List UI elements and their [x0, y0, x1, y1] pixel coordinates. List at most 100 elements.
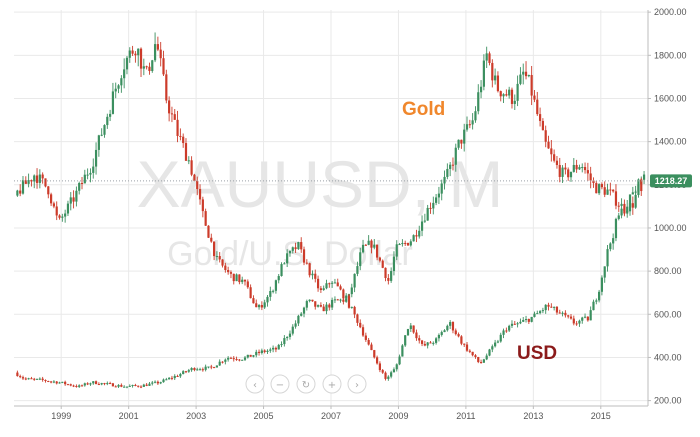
candle-body-usd: [578, 320, 581, 324]
candle-body-gold: [210, 366, 213, 368]
price-badge-label: 1218.27: [655, 176, 688, 186]
candle-body-usd: [134, 53, 137, 56]
candle-body-gold: [134, 384, 137, 386]
candle-body-usd: [516, 323, 519, 325]
scroll-left-button[interactable]: ‹: [245, 374, 265, 394]
candle-body-usd: [426, 342, 429, 346]
candle-body-usd: [558, 312, 561, 314]
minus-icon: −: [276, 380, 284, 391]
candle-body-gold: [311, 299, 314, 302]
candle-body-usd: [567, 315, 570, 317]
candle-body-usd: [170, 113, 174, 115]
candle-body-gold: [572, 164, 575, 172]
candle-body-gold: [103, 383, 106, 385]
candle-body-gold: [538, 114, 542, 121]
candle-body-gold: [457, 139, 460, 148]
candle-body-gold: [471, 120, 474, 125]
candle-body-usd: [168, 100, 171, 114]
candle-body-gold: [162, 379, 165, 383]
candle-body-gold: [564, 167, 567, 170]
candle-body-gold: [527, 75, 530, 77]
candle-body-usd: [401, 345, 404, 357]
zoom-out-button[interactable]: −: [270, 374, 290, 394]
candle-body-gold: [392, 256, 396, 272]
candle-body-gold: [117, 384, 120, 387]
candle-body-usd: [333, 282, 337, 284]
candle-body-usd: [637, 179, 640, 192]
candle-body-usd: [370, 344, 373, 351]
candle-body-usd: [109, 113, 112, 117]
candle-body-usd: [505, 330, 508, 332]
candle-body-gold: [373, 244, 376, 248]
series-label-usd: USD: [517, 343, 557, 364]
candle-body-gold: [151, 382, 154, 384]
candle-body-gold: [350, 287, 353, 295]
candle-body-usd: [218, 256, 221, 260]
y-tick-label: 1800.00: [654, 50, 687, 60]
grid: [14, 10, 648, 406]
candle-body-gold: [16, 372, 19, 377]
candle-body-usd: [66, 203, 70, 214]
candle-body-usd: [182, 136, 185, 144]
candle-body-usd: [550, 306, 553, 308]
reset-zoom-button[interactable]: ↻: [296, 374, 316, 394]
candle-body-usd: [111, 91, 115, 114]
candle-body-gold: [314, 301, 317, 307]
candles: [16, 32, 646, 389]
candle-body-usd: [496, 341, 500, 343]
x-tick-label: 2015: [591, 411, 611, 421]
candle-body-usd: [508, 325, 511, 331]
candle-body-usd: [553, 306, 556, 308]
candle-body-usd: [94, 149, 98, 167]
candle-body-usd: [547, 304, 550, 307]
candle-body-gold: [612, 189, 615, 192]
chevron-left-icon: ‹: [253, 380, 257, 391]
candle-body-gold: [328, 304, 331, 308]
candle-body-usd: [44, 178, 47, 187]
candle-body-gold: [196, 369, 199, 371]
candle-body-gold: [488, 53, 491, 63]
candle-body-gold: [168, 377, 171, 380]
candle-body-gold: [111, 383, 115, 387]
candle-body-gold: [555, 160, 559, 166]
candle-body-gold: [390, 271, 393, 281]
candle-body-gold: [440, 183, 443, 194]
candle-body-gold: [173, 375, 176, 379]
candle-body-gold: [198, 369, 202, 371]
candle-body-usd: [471, 351, 474, 356]
candle-body-gold: [139, 386, 143, 388]
candle-body-gold: [581, 167, 584, 169]
candle-body-usd: [224, 265, 227, 271]
candle-body-gold: [61, 381, 64, 383]
candle-body-gold: [524, 71, 528, 77]
scroll-right-button[interactable]: ›: [347, 374, 367, 394]
candle-body-usd: [468, 350, 471, 352]
candle-body-gold: [294, 323, 297, 327]
candle-body-gold: [207, 366, 210, 368]
candle-body-usd: [33, 175, 36, 182]
candle-body-gold: [283, 338, 286, 345]
zoom-in-button[interactable]: +: [322, 374, 342, 394]
candle-body-gold: [269, 349, 272, 351]
candle-body-usd: [457, 334, 460, 337]
y-tick-label: 200.00: [654, 396, 682, 406]
candle-body-usd: [606, 249, 609, 267]
candle-body-usd: [612, 238, 615, 244]
candle-body-gold: [598, 184, 601, 194]
current-price-badge: 1218.27: [650, 174, 692, 188]
candle-body-usd: [280, 264, 283, 277]
candle-body-gold: [592, 180, 595, 184]
candle-body-usd: [89, 172, 92, 175]
candle-body-gold: [263, 350, 266, 352]
candle-body-usd: [451, 322, 455, 331]
candle-body-usd: [319, 288, 322, 291]
candle-body-usd: [207, 225, 210, 238]
candle-body-gold: [449, 164, 452, 169]
candle-body-gold: [165, 379, 168, 381]
price-badge-background: [650, 174, 692, 188]
candle-body-gold: [530, 75, 533, 96]
candle-body-gold: [300, 313, 303, 316]
candle-body-gold: [27, 378, 30, 380]
candle-body-gold: [204, 366, 207, 370]
candle-body-usd: [572, 318, 575, 324]
